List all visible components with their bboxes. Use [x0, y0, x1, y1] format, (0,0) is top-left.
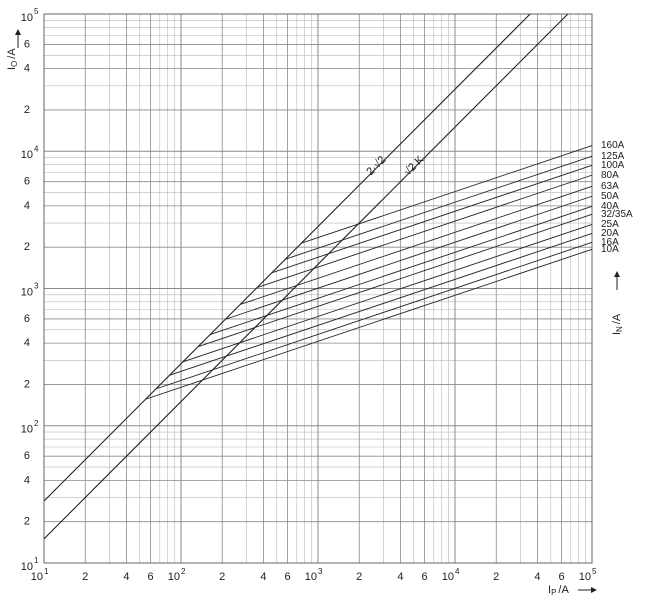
fuse-line: [225, 195, 593, 320]
x-tick-label: 10: [31, 571, 43, 583]
series-label: 100A: [601, 160, 625, 171]
series-label: 160A: [601, 140, 625, 151]
x-tick-label: 10: [305, 571, 317, 583]
x-tick-label: 2: [356, 571, 362, 583]
x-axis-label: IP/A: [548, 584, 569, 597]
x-tick-label: 4: [123, 571, 129, 583]
fuse-line: [239, 185, 593, 305]
x-tick-label: 4: [534, 571, 540, 583]
fuse-line: [197, 213, 593, 348]
y-tick-label: 10: [21, 149, 33, 161]
x-tick-label: 10: [442, 571, 454, 583]
x-tick-label: 2: [82, 571, 88, 583]
x-axis-label-unit: /A: [558, 584, 569, 596]
x-tick-label: 6: [559, 571, 565, 583]
x-axis-label-symbol: I: [548, 584, 551, 596]
grid: [43, 13, 593, 564]
y-tick-label: 6: [24, 450, 30, 462]
y-tick-label: 6: [24, 313, 30, 325]
fuse-line: [301, 145, 593, 244]
x-tick-label: 2: [219, 571, 225, 583]
x-tick-label: 2: [493, 571, 499, 583]
y-tick-exponent: 4: [34, 144, 39, 153]
y-tick-exponent: 2: [34, 419, 39, 428]
y-tick-exponent: 1: [34, 556, 39, 565]
series-label: 50A: [601, 191, 619, 202]
x-tick-label: 6: [148, 571, 154, 583]
y-tick-label: 2: [24, 104, 30, 116]
series-label: 20A: [601, 228, 619, 239]
y-tick-label: 2: [24, 378, 30, 390]
x-axis-label-sub: P: [551, 588, 556, 597]
labels: 10 1 2 4 6 10 2 2 4 6 10 3 2 4 6 10 4 2 4 6 10 51012461022461…: [6, 7, 633, 597]
x-tick-label: 6: [422, 571, 428, 583]
x-tick-label: 4: [260, 571, 266, 583]
x-tick-label: 10: [579, 571, 591, 583]
series-label: 16A: [601, 237, 619, 248]
series-label: 25A: [601, 219, 619, 230]
y-tick-exponent: 3: [34, 282, 39, 291]
y-axis-label-unit: /A: [6, 48, 18, 59]
x-tick-exponent: 4: [455, 567, 460, 576]
fuse-line: [256, 174, 593, 288]
y-tick-label: 10: [21, 561, 33, 573]
x-tick-exponent: 1: [44, 567, 49, 576]
y2-axis-label-symbol: I: [611, 332, 623, 335]
series-label: 10A: [601, 244, 619, 255]
y-tick-label: 4: [24, 337, 30, 349]
series-label: 63A: [601, 181, 619, 192]
y-tick-label: 2: [24, 241, 30, 253]
y-axis-label: IO/A: [6, 48, 19, 70]
x-tick-exponent: 3: [318, 567, 323, 576]
fuse-line: [285, 155, 593, 260]
series-label: 40A: [601, 201, 619, 212]
series-label: 80A: [601, 170, 619, 181]
y-axis-label-symbol: I: [6, 67, 18, 70]
reference-line: [43, 13, 531, 502]
reference-line: [43, 13, 569, 540]
x-tick-exponent: 2: [181, 567, 186, 576]
x-tick-label: 10: [168, 571, 180, 583]
y2-axis-label-unit: /A: [611, 313, 623, 324]
series-label: 125A: [601, 151, 625, 162]
y2-axis-label: IN/A: [611, 313, 624, 335]
y-tick-label: 4: [24, 63, 30, 75]
fuse-line: [210, 205, 593, 335]
x-tick-label: 4: [397, 571, 403, 583]
fuse-line: [145, 248, 593, 400]
y-tick-label: 2: [24, 516, 30, 528]
reference-line-label: √2 K: [402, 153, 427, 178]
y-tick-label: 10: [21, 286, 33, 298]
fuse-line: [156, 241, 593, 390]
plot: [43, 13, 593, 540]
y-tick-label: 4: [24, 200, 30, 212]
x-tick-label: 6: [285, 571, 291, 583]
y2-axis-label-sub: N: [615, 326, 624, 332]
fuse-line: [271, 164, 593, 274]
series-label: 32/35A: [601, 209, 633, 220]
y-tick-label: 4: [24, 474, 30, 486]
fuse-line: [183, 223, 593, 363]
x-tick-exponent: 5: [592, 567, 597, 576]
y-axis-label-sub: O: [10, 61, 19, 67]
plot-frame: [43, 13, 593, 564]
fuse-line: [169, 232, 593, 376]
y-tick-label: 6: [24, 176, 30, 188]
y-tick-exponent: 5: [34, 7, 39, 16]
y-tick-label: 10: [21, 424, 33, 436]
y-tick-label: 6: [24, 38, 30, 50]
y-tick-label: 10: [21, 12, 33, 24]
